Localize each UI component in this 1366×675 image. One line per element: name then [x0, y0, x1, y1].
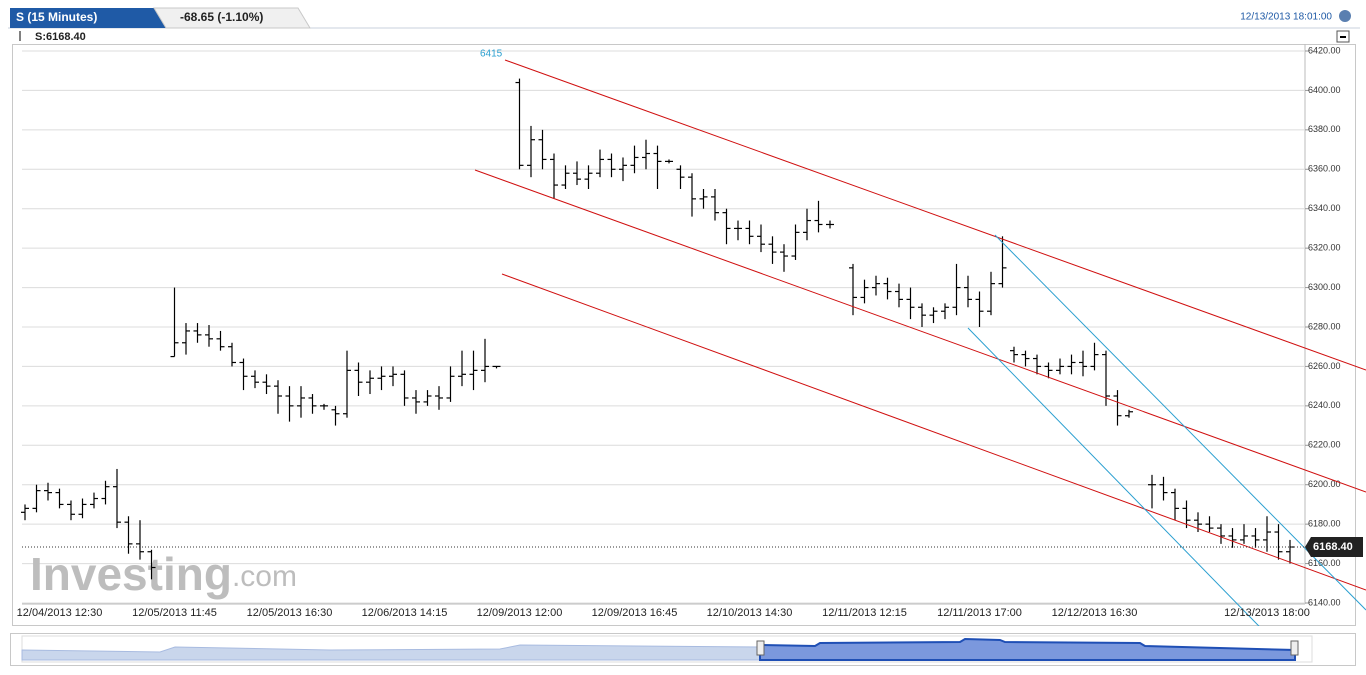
timestamp: 12/13/2013 18:01:00	[1240, 12, 1332, 23]
watermark-main: Investing	[30, 548, 232, 600]
last-price-label: 6168.40	[1313, 541, 1353, 553]
y-tick-label: 6180.00	[1308, 519, 1341, 529]
y-tick-label: 6400.00	[1308, 85, 1341, 95]
watermark: Investing.com	[30, 548, 297, 600]
watermark-suffix: .com	[232, 560, 297, 593]
x-tick-label: 12/11/2013 17:00	[937, 607, 1022, 619]
x-tick-label: 12/05/2013 11:45	[132, 607, 217, 619]
x-tick-label: 12/12/2013 16:30	[1052, 607, 1138, 619]
trend-line	[994, 234, 1366, 611]
y-tick-label: 6340.00	[1308, 203, 1341, 213]
y-tick-label: 6360.00	[1308, 164, 1341, 174]
settings-icon[interactable]	[1339, 10, 1351, 22]
y-tick-label: 6380.00	[1308, 124, 1341, 134]
last-price-box	[1305, 537, 1363, 558]
change-tab	[153, 7, 311, 29]
x-tick-label: 12/10/2013 14:30	[707, 607, 793, 619]
y-tick-label: 6220.00	[1308, 440, 1341, 450]
x-tick-label: 12/06/2013 14:15	[362, 607, 448, 619]
chart-title: S (15 Minutes)	[16, 10, 97, 24]
y-tick-label: 6300.00	[1308, 282, 1341, 292]
price-change: -68.65 (-1.10%)	[180, 10, 263, 24]
grid: 6140.00 6160.00 6180.00 6200.00 6220.00 6240.…	[22, 45, 1341, 607]
y-tick-label: 6160.00	[1308, 558, 1341, 568]
x-tick-label: 12/04/2013 12:30	[17, 607, 103, 619]
x-tick-label: 12/05/2013 16:30	[247, 607, 333, 619]
y-tick-label: 6200.00	[1308, 479, 1341, 489]
title-tab[interactable]	[10, 8, 170, 28]
bars	[21, 78, 1294, 580]
x-tick-label: 12/09/2013 16:45	[592, 607, 678, 619]
x-tick-label: 12/13/2013 18:00	[1224, 607, 1310, 619]
navigator-history	[21, 644, 761, 661]
trend-line	[967, 327, 1260, 626]
y-tick-label: 6260.00	[1308, 361, 1341, 371]
trend-lines	[474, 59, 1366, 626]
legend-text: S:6168.40	[35, 31, 86, 43]
chart-frame	[12, 44, 1356, 626]
channel-line	[501, 273, 1366, 591]
y-tick-label: 6240.00	[1308, 400, 1341, 410]
x-tick-label: 12/11/2013 12:15	[822, 607, 907, 619]
navigator-window[interactable]	[759, 637, 1296, 661]
y-tick-label: 6420.00	[1308, 45, 1341, 55]
navigator-handle[interactable]	[756, 640, 765, 656]
x-tick-label: 12/09/2013 12:00	[477, 607, 563, 619]
y-tick-label: 6280.00	[1308, 321, 1341, 331]
y-tick-label: 6140.00	[1308, 597, 1341, 607]
navigator-handle[interactable]	[1290, 640, 1299, 656]
channel-line	[474, 169, 1366, 493]
channel-line	[504, 59, 1366, 371]
annotation: 6415	[480, 49, 503, 60]
y-tick-label: 6320.00	[1308, 243, 1341, 253]
